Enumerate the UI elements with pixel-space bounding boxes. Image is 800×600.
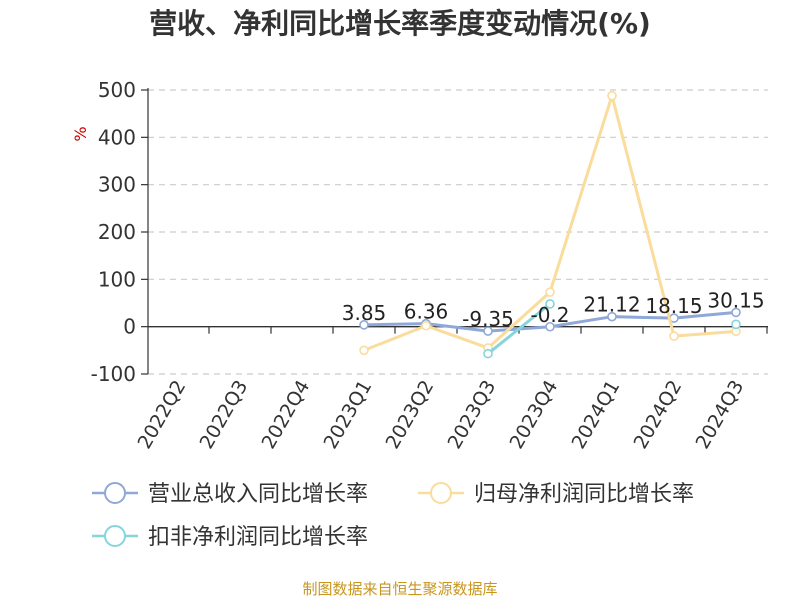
x-tick-label: 2024Q3 (692, 377, 749, 453)
y-tick-label: 400 (98, 125, 136, 149)
x-tick-label: 2022Q2 (134, 377, 191, 453)
data-label: 18.15 (645, 294, 702, 318)
x-tick-label: 2023Q2 (382, 377, 439, 453)
data-point (607, 311, 617, 322)
y-tick-label: -100 (91, 362, 136, 386)
y-tick-label: 100 (98, 267, 136, 291)
x-tick-label: 2023Q3 (444, 377, 501, 453)
legend-marker (430, 482, 452, 504)
y-axis-unit: % (71, 126, 90, 141)
series-3 (483, 299, 741, 359)
data-point (483, 348, 493, 359)
data-label: 21.12 (583, 293, 640, 317)
legend-marker (104, 482, 126, 504)
y-tick-label: 0 (123, 315, 136, 339)
data-label: -9.35 (462, 307, 514, 331)
data-point (421, 320, 431, 331)
data-point (359, 320, 369, 330)
legend-item-2[interactable]: 归母净利润同比增长率 (418, 482, 694, 507)
y-tick-label: 300 (98, 173, 136, 197)
x-tick-label: 2023Q4 (506, 377, 563, 453)
grid-lines (148, 89, 768, 375)
series-line (487, 302, 551, 355)
data-label: 30.15 (707, 288, 764, 312)
data-point (545, 299, 555, 309)
data-point (607, 90, 617, 101)
y-tick-label: 200 (98, 220, 136, 244)
data-point (731, 307, 741, 318)
legend-marker (104, 525, 126, 547)
x-tick-label: 2024Q1 (568, 377, 625, 453)
x-tick-label: 2022Q3 (196, 377, 253, 453)
x-tick-label: 2023Q1 (320, 377, 377, 453)
chart-title: 营收、净利同比增长率季度变动情况(%) (149, 7, 651, 40)
legend-item-1[interactable]: 营业总收入同比增长率 (92, 482, 368, 507)
data-label: 6.36 (404, 300, 449, 324)
data-label: 3.85 (342, 301, 387, 325)
x-tick-labels: 2022Q2 2022Q3 2022Q4 2023Q1 2023Q2 2023Q3 2023… (134, 377, 749, 453)
data-point (545, 321, 555, 332)
x-tick-label: 2022Q4 (258, 377, 315, 453)
y-tick-label: 500 (98, 78, 136, 102)
series-lines (359, 90, 741, 359)
data-point (359, 345, 369, 356)
data-labels: 3.85 6.36 -9.35 -0.2 21.12 18.15 30.15 (342, 288, 765, 331)
legend-label: 营业总收入同比增长率 (148, 482, 368, 507)
data-point (669, 331, 679, 341)
series-2 (359, 90, 741, 356)
y-tick-labels: 500 400 300 200 100 0 -100 (91, 78, 136, 386)
legend-label: 归母净利润同比增长率 (474, 482, 694, 507)
legend-item-3[interactable]: 扣非净利润同比增长率 (92, 525, 368, 550)
data-point (731, 319, 741, 330)
legend-label: 扣非净利润同比增长率 (148, 525, 368, 550)
source-note: 制图数据来自恒生聚源数据库 (302, 580, 497, 598)
data-label: -0.2 (530, 303, 569, 327)
data-point (483, 326, 493, 336)
x-tick-label: 2024Q2 (630, 377, 687, 453)
data-point (545, 287, 555, 297)
